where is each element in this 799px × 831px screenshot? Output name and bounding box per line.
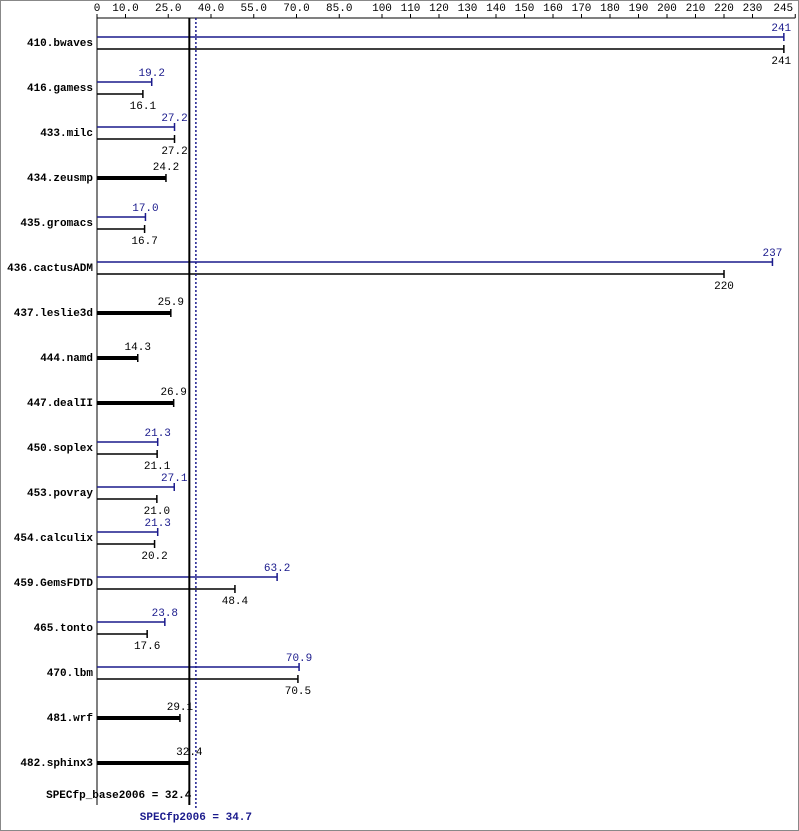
value-label: 25.9	[158, 297, 184, 309]
x-tick-label: 230	[743, 3, 763, 15]
value-label: 24.2	[153, 162, 179, 174]
value-label: 21.3	[145, 428, 171, 440]
value-label: 70.5	[285, 686, 311, 698]
value-label: 23.8	[152, 608, 178, 620]
peak-label: SPECfp2006 = 34.7	[140, 812, 252, 824]
x-tick-label: 85.0	[326, 3, 352, 15]
category-label: 459.GemsFDTD	[14, 578, 94, 590]
value-label: 21.0	[144, 506, 170, 518]
base-label: SPECfp_base2006 = 32.4	[46, 790, 192, 802]
category-label: 416.gamess	[27, 83, 93, 95]
x-tick-label: 245	[773, 3, 793, 15]
value-label: 70.9	[286, 653, 312, 665]
category-label: 465.tonto	[34, 623, 94, 635]
category-label: 410.bwaves	[27, 38, 93, 50]
value-label: 27.2	[161, 113, 187, 125]
value-label: 27.1	[161, 473, 188, 485]
value-label: 63.2	[264, 563, 290, 575]
value-label: 27.2	[161, 146, 187, 158]
category-label: 470.lbm	[47, 668, 94, 680]
value-label: 241	[771, 56, 791, 68]
x-tick-label: 200	[657, 3, 677, 15]
x-tick-label: 0	[94, 3, 101, 15]
category-label: 454.calculix	[14, 533, 94, 545]
category-label: 453.povray	[27, 488, 93, 500]
x-tick-label: 160	[543, 3, 563, 15]
x-tick-label: 110	[401, 3, 421, 15]
value-label: 241	[771, 23, 791, 35]
x-tick-label: 55.0	[241, 3, 267, 15]
category-label: 447.dealII	[27, 398, 93, 410]
x-tick-label: 150	[515, 3, 535, 15]
value-label: 19.2	[139, 68, 165, 80]
value-label: 17.6	[134, 641, 160, 653]
category-label: 444.namd	[40, 353, 93, 365]
category-label: 482.sphinx3	[20, 758, 93, 770]
x-tick-label: 180	[600, 3, 620, 15]
x-tick-label: 170	[572, 3, 592, 15]
category-label: 450.soplex	[27, 443, 93, 455]
x-tick-label: 190	[629, 3, 649, 15]
value-label: 17.0	[132, 203, 158, 215]
value-label: 21.1	[144, 461, 171, 473]
value-label: 237	[763, 248, 783, 260]
x-tick-label: 100	[372, 3, 392, 15]
x-tick-label: 25.0	[155, 3, 181, 15]
x-tick-label: 70.0	[283, 3, 309, 15]
value-label: 14.3	[125, 342, 151, 354]
x-tick-label: 210	[686, 3, 706, 15]
category-label: 481.wrf	[47, 713, 94, 725]
x-tick-label: 140	[486, 3, 506, 15]
category-label: 434.zeusmp	[27, 173, 93, 185]
value-label: 16.7	[131, 236, 157, 248]
value-label: 220	[714, 281, 734, 293]
category-label: 433.milc	[40, 128, 93, 140]
value-label: 20.2	[141, 551, 167, 563]
value-label: 21.3	[145, 518, 171, 530]
x-tick-label: 120	[429, 3, 449, 15]
x-tick-label: 130	[458, 3, 478, 15]
x-tick-label: 220	[714, 3, 734, 15]
category-label: 436.cactusADM	[7, 263, 93, 275]
value-label: 29.1	[167, 702, 194, 714]
category-label: 435.gromacs	[20, 218, 93, 230]
x-tick-label: 40.0	[198, 3, 224, 15]
category-label: 437.leslie3d	[14, 308, 93, 320]
value-label: 16.1	[130, 101, 157, 113]
value-label: 26.9	[160, 387, 186, 399]
value-label: 48.4	[222, 596, 249, 608]
x-tick-label: 10.0	[112, 3, 138, 15]
